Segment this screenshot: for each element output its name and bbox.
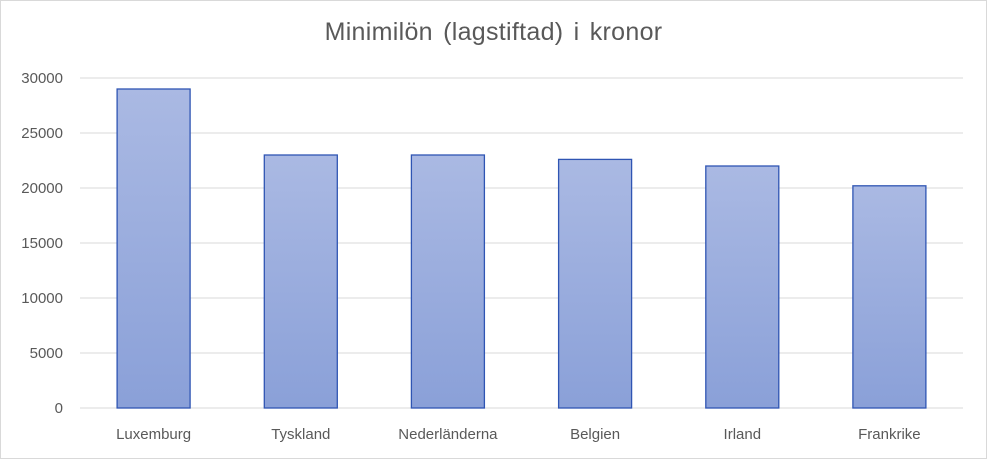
- bars: [116, 88, 927, 409]
- bar-luxemburg: [116, 88, 191, 409]
- bar-nederländerna: [410, 154, 486, 409]
- chart-title: Minimilön (lagstiftad) i kronor: [324, 18, 663, 46]
- bar-belgien: [557, 158, 633, 409]
- y-tick-label: 15000: [21, 235, 63, 252]
- y-tick-label: 5000: [30, 345, 63, 362]
- x-tick-label: Luxemburg: [116, 426, 191, 443]
- gridlines: [80, 77, 963, 409]
- x-axis-tick-labels: Luxemburg Tyskland Nederländerna Belgien Irl…: [116, 426, 921, 443]
- y-tick-label: 30000: [21, 70, 63, 87]
- x-tick-label: Nederländerna: [398, 426, 498, 443]
- y-tick-label: 25000: [21, 125, 63, 142]
- x-tick-label: Belgien: [570, 426, 620, 443]
- bar-frankrike: [852, 185, 927, 409]
- y-tick-label: 10000: [21, 290, 63, 307]
- y-tick-label: 0: [55, 400, 63, 417]
- y-tick-label: 20000: [21, 180, 63, 197]
- bar-irland: [705, 165, 780, 409]
- x-tick-label: Frankrike: [858, 426, 921, 443]
- bar-tyskland: [263, 154, 338, 409]
- y-axis-tick-labels: 0 5000 10000 15000 20000 25000 30000: [21, 70, 63, 417]
- x-tick-label: Irland: [724, 426, 762, 443]
- x-tick-label: Tyskland: [271, 426, 330, 443]
